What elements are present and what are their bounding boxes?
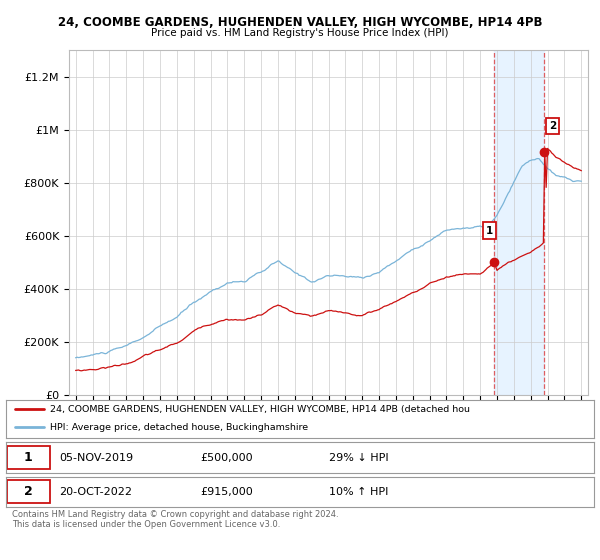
Text: 20-OCT-2022: 20-OCT-2022	[59, 487, 132, 497]
Text: 05-NOV-2019: 05-NOV-2019	[59, 452, 133, 463]
Text: 24, COOMBE GARDENS, HUGHENDEN VALLEY, HIGH WYCOMBE, HP14 4PB: 24, COOMBE GARDENS, HUGHENDEN VALLEY, HI…	[58, 16, 542, 29]
Text: Price paid vs. HM Land Registry's House Price Index (HPI): Price paid vs. HM Land Registry's House …	[151, 28, 449, 38]
Text: 2: 2	[24, 485, 33, 498]
Text: £500,000: £500,000	[200, 452, 253, 463]
Text: 2: 2	[549, 121, 556, 131]
FancyBboxPatch shape	[7, 446, 50, 469]
Text: 24, COOMBE GARDENS, HUGHENDEN VALLEY, HIGH WYCOMBE, HP14 4PB (detached hou: 24, COOMBE GARDENS, HUGHENDEN VALLEY, HI…	[50, 405, 470, 414]
Text: 1: 1	[24, 451, 33, 464]
Text: HPI: Average price, detached house, Buckinghamshire: HPI: Average price, detached house, Buck…	[50, 423, 308, 432]
Text: 29% ↓ HPI: 29% ↓ HPI	[329, 452, 389, 463]
Text: 10% ↑ HPI: 10% ↑ HPI	[329, 487, 389, 497]
Bar	[494, 50, 544, 395]
FancyBboxPatch shape	[7, 480, 50, 503]
Text: £915,000: £915,000	[200, 487, 253, 497]
Text: Contains HM Land Registry data © Crown copyright and database right 2024.
This d: Contains HM Land Registry data © Crown c…	[12, 510, 338, 529]
Text: 1: 1	[486, 226, 493, 236]
